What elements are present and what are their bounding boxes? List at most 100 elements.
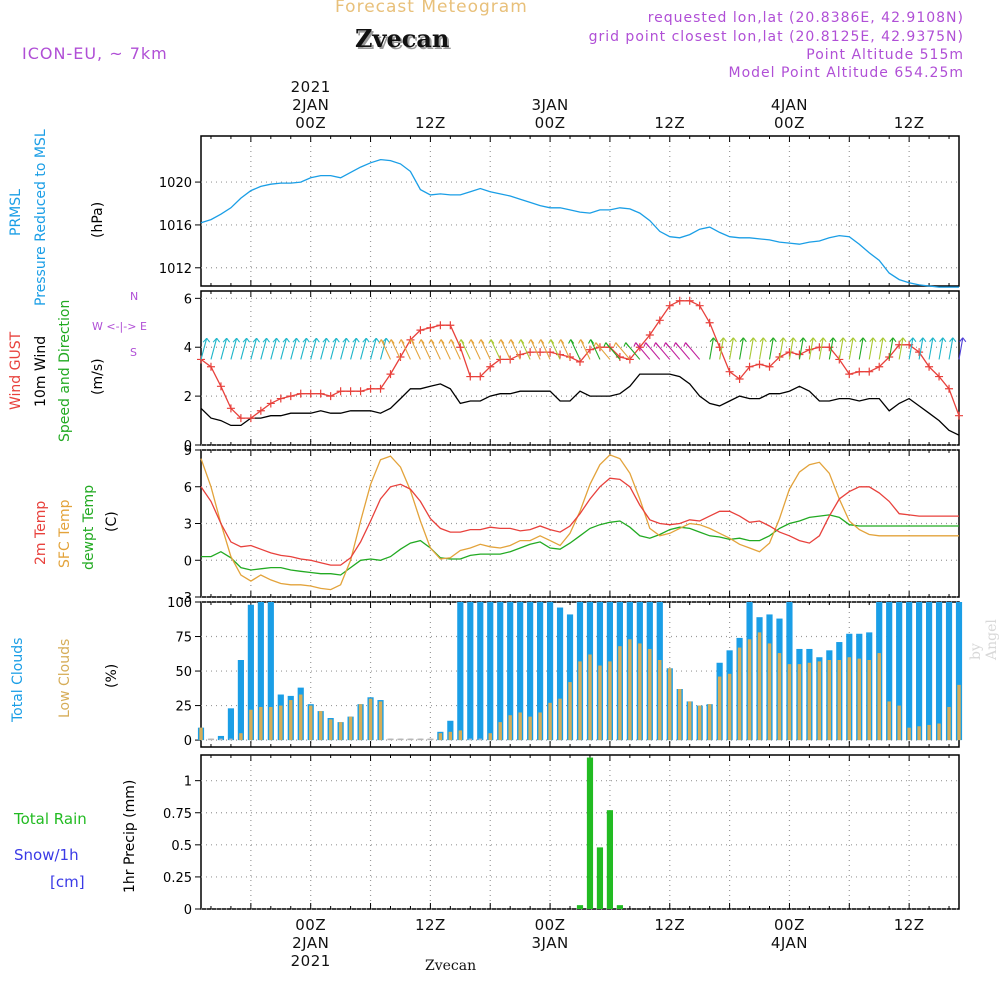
bar-low-clouds <box>498 722 502 741</box>
wind-arrow-head <box>272 337 280 343</box>
wind-arrow <box>719 337 724 360</box>
bar-low-clouds <box>538 712 542 741</box>
bar-low-clouds <box>628 639 632 741</box>
wind-arrow-head <box>352 337 360 343</box>
bar-low-clouds <box>398 738 403 741</box>
bar-total-clouds <box>507 602 514 741</box>
time-label-bottom: 12Z <box>654 916 685 934</box>
gust-marker <box>206 362 215 371</box>
y-tick-label: 0 <box>184 439 192 454</box>
bar-low-clouds <box>817 661 822 741</box>
wind-arrow-head <box>769 337 777 343</box>
bar-total-clouds <box>267 602 274 741</box>
wind-arrow-head <box>909 337 917 343</box>
wind-arrow <box>460 339 471 360</box>
wind-arrow-head <box>528 339 535 344</box>
bar-low-clouds <box>478 738 482 741</box>
wind-arrow <box>200 338 208 360</box>
bar-low-clouds <box>249 709 253 741</box>
wind-arrow-head <box>202 337 211 343</box>
compass-north: N <box>130 290 139 303</box>
wind-arrow-head <box>749 337 757 343</box>
bar-total-clouds <box>497 602 504 741</box>
y-tick-label: 0.5 <box>171 839 192 854</box>
footer-location: Zvecan <box>425 958 477 974</box>
series-line-2m-temp <box>200 477 959 566</box>
time-label-top: 3JAN <box>531 96 568 114</box>
gust-marker <box>256 406 265 415</box>
bar-total-clouds <box>217 735 225 741</box>
wind-arrow-head <box>759 337 767 343</box>
wind-arrow <box>379 338 387 360</box>
y-tick-label: 0 <box>184 903 192 918</box>
y-tick-label: 2 <box>184 390 192 405</box>
panel-temperature: -3 0 3 6 9 <box>179 444 960 606</box>
bar-low-clouds <box>528 716 532 741</box>
wind-arrow-head <box>388 339 395 344</box>
series-line-prmsl <box>200 158 959 288</box>
y-tick-label: 1016 <box>159 219 192 234</box>
bar-low-clouds <box>717 676 722 741</box>
wind-arrow <box>330 338 337 360</box>
wind-arrow <box>380 339 391 360</box>
gust-marker <box>695 301 704 310</box>
wind-arrow <box>868 337 874 360</box>
bar-low-clouds <box>887 701 891 741</box>
info-requested: requested lon,lat (20.8386E, 42.9108N) <box>647 10 964 26</box>
bar-low-clouds <box>448 731 453 741</box>
bar-low-clouds <box>847 657 851 741</box>
bar-low-clouds <box>697 705 702 741</box>
wind-arrow <box>480 339 491 360</box>
wind-arrow-head <box>949 337 957 343</box>
gust-marker <box>306 389 315 398</box>
wind-arrow-head <box>939 337 947 343</box>
y-tick-label: 0.75 <box>163 807 192 822</box>
bar-low-clouds <box>727 673 732 741</box>
bar-low-clouds <box>548 702 552 741</box>
time-label-bottom: 00Z <box>774 916 805 934</box>
wind-arrow <box>768 337 774 360</box>
wind-arrow-head <box>378 339 385 344</box>
wind-arrow-head <box>478 339 485 344</box>
bar-total-rain <box>596 847 604 909</box>
wind-arrow-head <box>212 337 221 343</box>
gust-marker <box>396 353 405 361</box>
wind-arrow-head <box>428 339 435 344</box>
wind-arrow <box>838 337 844 360</box>
wind-arrow <box>958 337 964 360</box>
gust-marker <box>376 384 385 393</box>
wind-arrow-head <box>879 337 887 343</box>
wind-arrow <box>828 337 834 360</box>
gust-marker <box>805 345 814 354</box>
bar-total-clouds <box>925 602 933 741</box>
wind-arrow-head <box>322 337 330 343</box>
gust-marker <box>546 348 555 357</box>
wind-arrow-head <box>342 337 350 343</box>
bar-low-clouds <box>757 632 762 741</box>
wind-arrow <box>550 339 561 360</box>
wind-arrow <box>788 337 794 360</box>
wind-arrow <box>858 337 864 360</box>
wind-arrow-head <box>809 337 817 343</box>
bar-total-clouds <box>935 602 943 741</box>
gust-marker <box>566 353 575 361</box>
wind-arrow <box>270 338 278 360</box>
bar-low-clouds <box>209 738 213 741</box>
series-line-dewpt-temp <box>201 514 959 576</box>
y-tick-label: 50 <box>175 665 192 680</box>
wind-arrow <box>908 337 914 360</box>
gust-marker <box>725 367 734 376</box>
bar-low-clouds <box>259 706 263 741</box>
bar-low-clouds <box>837 660 842 741</box>
gust-marker <box>675 296 684 305</box>
wind-arrow <box>570 339 581 360</box>
bar-total-clouds <box>457 602 464 741</box>
bar-total-rain <box>586 757 594 909</box>
wind-arrow-head <box>739 337 747 343</box>
bar-low-clouds <box>917 726 921 741</box>
gust-marker <box>286 392 295 401</box>
gust-marker <box>486 362 495 371</box>
wind-arrow-head <box>919 337 927 343</box>
bar-low-clouds <box>877 653 881 741</box>
